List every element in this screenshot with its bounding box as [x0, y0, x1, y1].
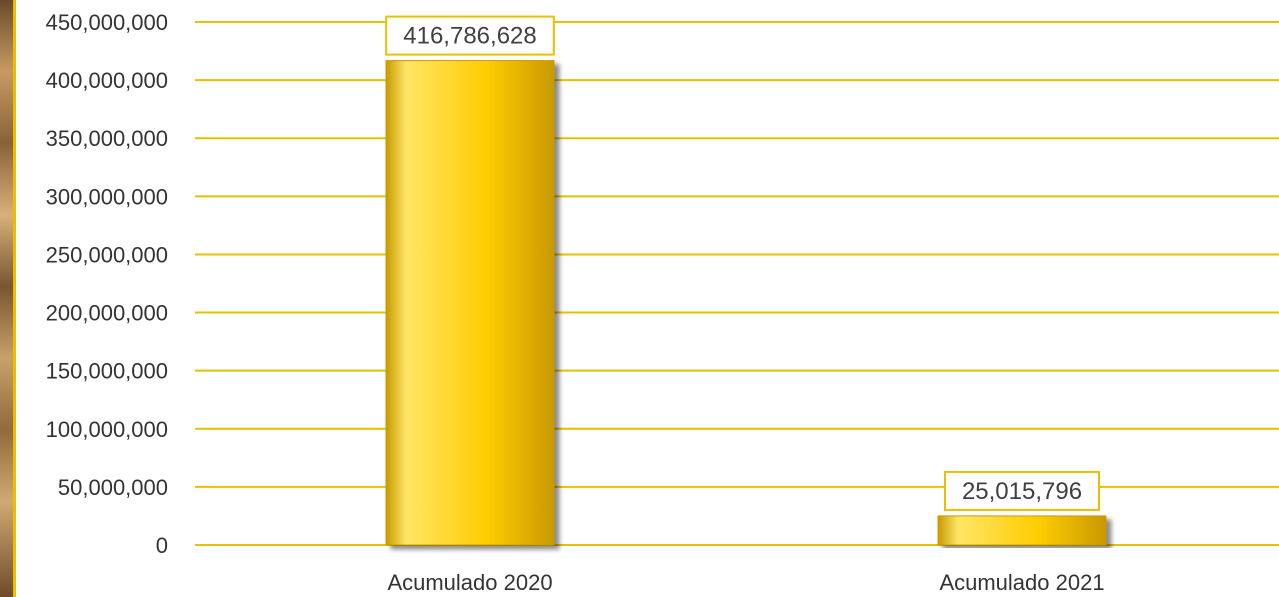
- y-tick-label: 350,000,000: [46, 126, 168, 151]
- data-label: 25,015,796: [962, 478, 1082, 505]
- y-tick-label: 300,000,000: [46, 184, 168, 209]
- bars: [385, 60, 1107, 546]
- category-label: Acumulado 2020: [387, 570, 552, 595]
- data-label: 416,786,628: [403, 23, 536, 50]
- y-tick-label: 0: [156, 533, 168, 558]
- bar: [937, 515, 1107, 546]
- y-tick-label: 450,000,000: [46, 10, 168, 35]
- data-labels: 416,786,628 25,015,796: [385, 15, 1100, 511]
- y-tick-label: 100,000,000: [46, 417, 168, 442]
- gridlines: [195, 21, 1279, 546]
- y-tick-label: 250,000,000: [46, 242, 168, 267]
- background-image-strip: [0, 0, 16, 597]
- x-axis-categories: Acumulado 2020 Acumulado 2021: [387, 570, 1104, 595]
- bar: [385, 60, 555, 546]
- y-tick-label: 400,000,000: [46, 68, 168, 93]
- y-tick-label: 200,000,000: [46, 301, 168, 326]
- y-tick-label: 150,000,000: [46, 359, 168, 384]
- data-label-box: [944, 470, 1100, 511]
- category-label: Acumulado 2021: [939, 570, 1104, 595]
- y-axis-ticks: 0 50,000,000 100,000,000 150,000,000 200,000…: [46, 10, 168, 558]
- y-tick-label: 50,000,000: [58, 475, 168, 500]
- data-label-box: [385, 15, 555, 56]
